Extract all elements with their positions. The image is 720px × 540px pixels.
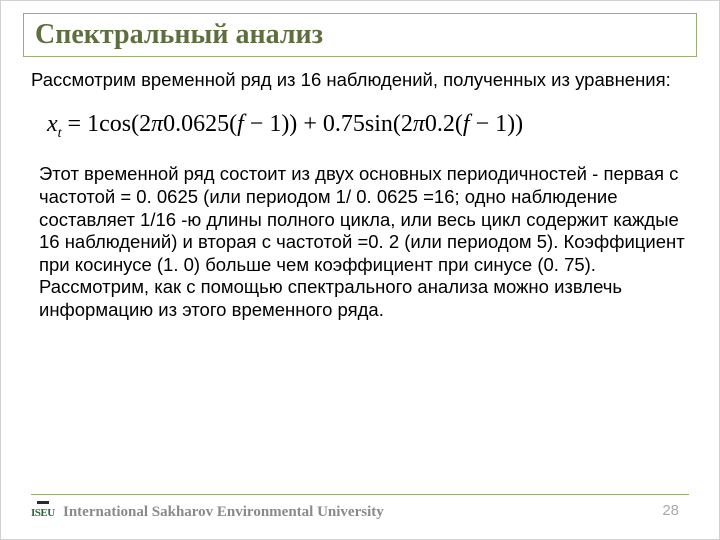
footer: ISEU International Sakharov Environmenta… [31,501,384,523]
university-name: International Sakharov Environmental Uni… [63,504,384,521]
logo-text: ISEU [31,507,55,519]
slide-body: Рассмотрим временной ряд из 16 наблюдени… [31,69,689,321]
footer-divider [31,494,689,495]
equation: xt = 1cos(2π0.0625(f − 1)) + 0.75sin(2π0… [47,110,689,142]
university-logo-icon: ISEU [31,501,55,523]
explanation-paragraph: Этот временной ряд состоит из двух основ… [39,163,685,321]
slide-title: Спектральный анализ [35,19,323,51]
page-number: 28 [662,502,679,519]
slide: Спектральный анализ Рассмотрим временной… [0,0,720,540]
intro-paragraph: Рассмотрим временной ряд из 16 наблюдени… [31,69,689,92]
